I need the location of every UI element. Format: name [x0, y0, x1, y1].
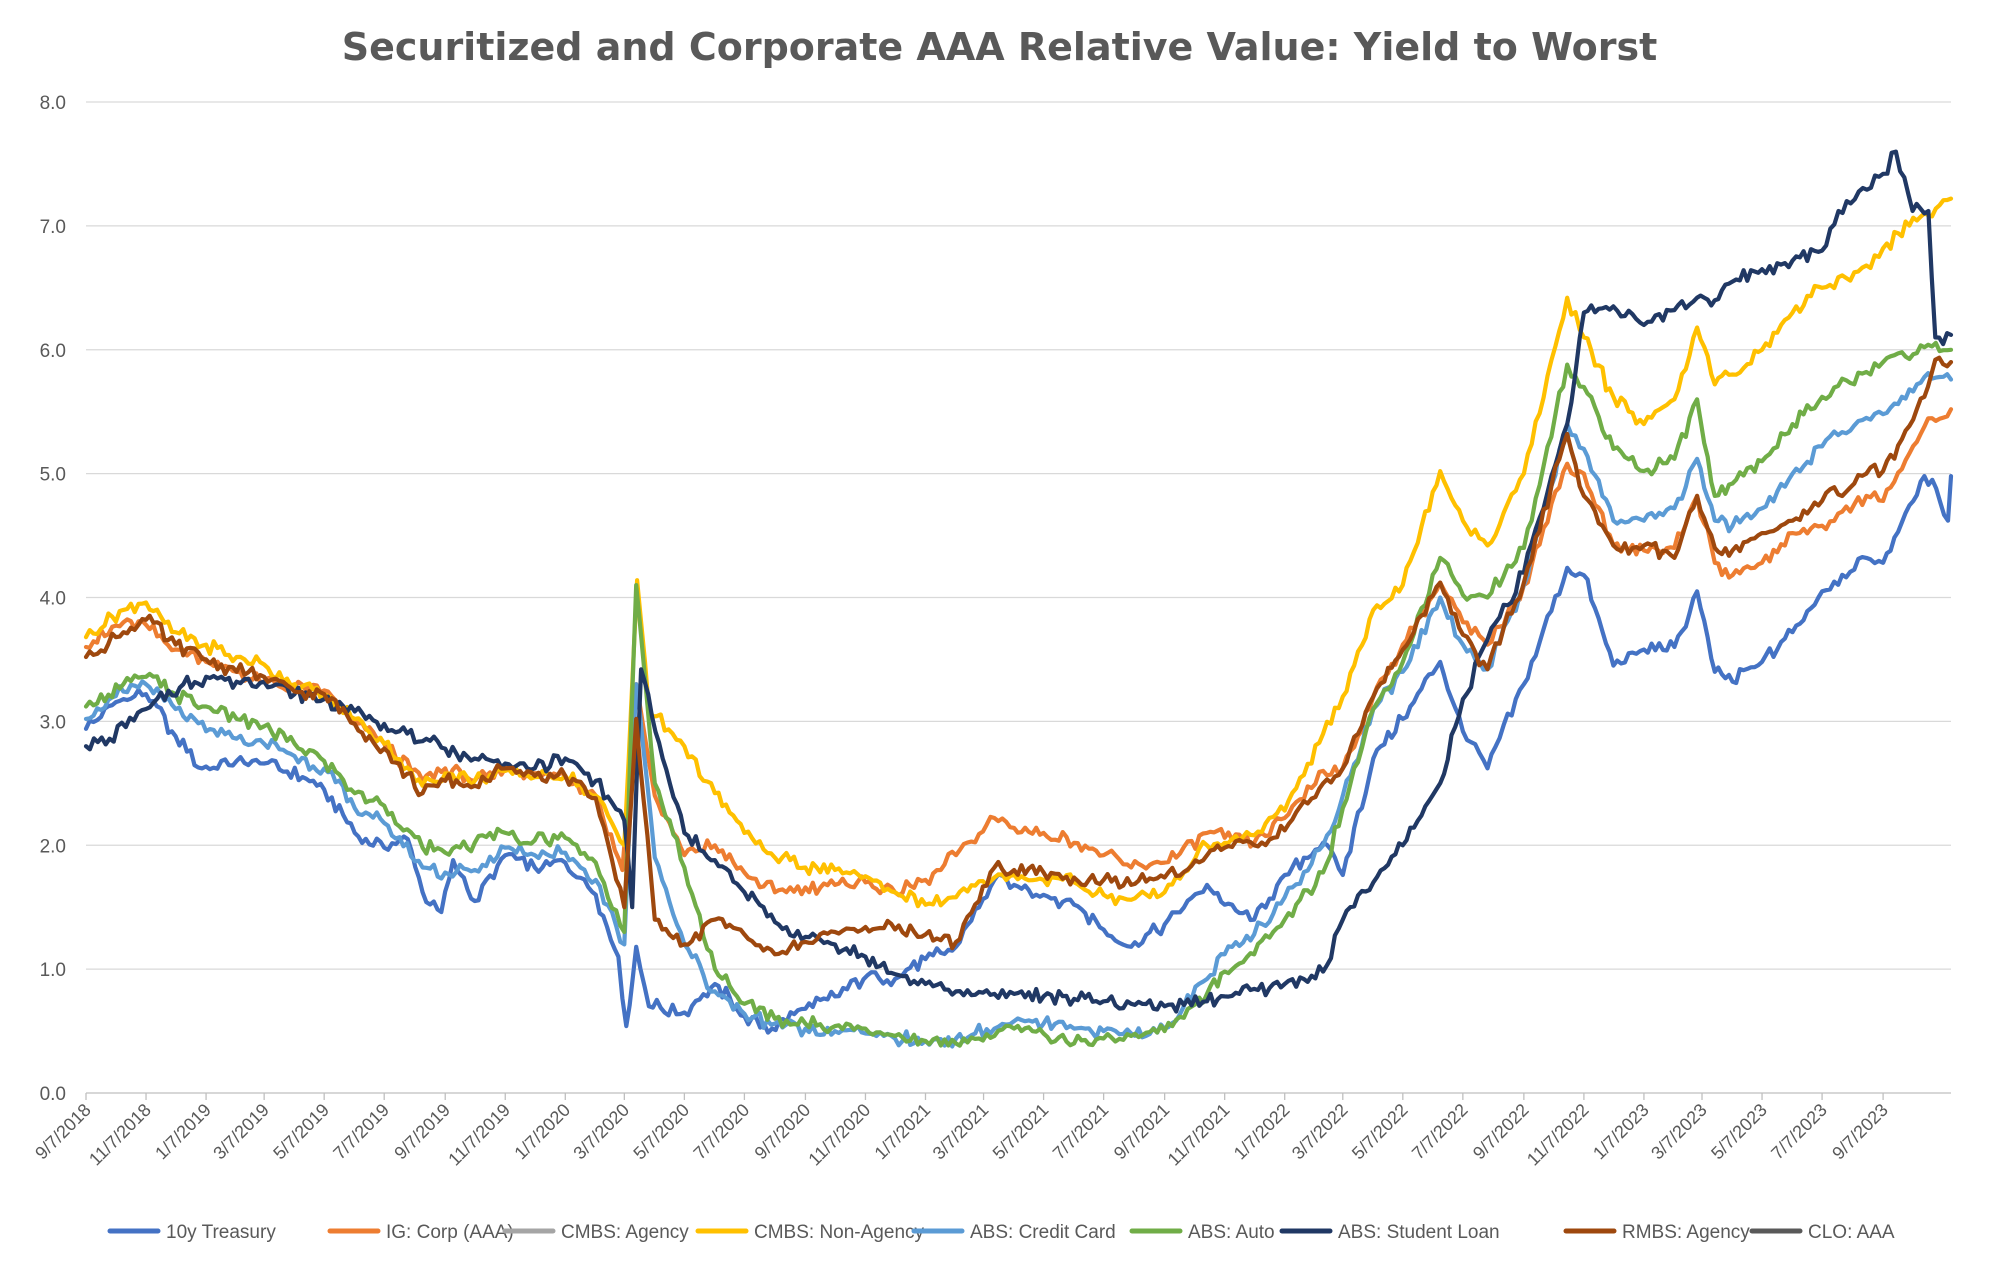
- y-tick-label: 1.0: [40, 960, 66, 981]
- x-tick-label: 1/7/2019: [151, 1100, 215, 1164]
- legend-label-abs-auto: ABS: Auto: [1188, 1222, 1275, 1243]
- x-axis: 9/7/201811/7/20181/7/20193/7/20195/7/201…: [31, 1092, 1951, 1170]
- y-tick-label: 7.0: [40, 217, 66, 238]
- x-tick-label: 11/7/2018: [85, 1100, 155, 1170]
- x-tick-label: 7/7/2020: [690, 1100, 754, 1164]
- y-tick-label: 3.0: [40, 712, 66, 733]
- legend-label-clo-aaa: CLO: AAA: [1808, 1222, 1895, 1243]
- y-tick-label: 2.0: [40, 836, 66, 857]
- x-tick-label: 1/7/2021: [871, 1100, 935, 1164]
- x-tick-label: 7/7/2022: [1408, 1100, 1472, 1164]
- legend-label-ig-corp-aaa: IG: Corp (AAA): [386, 1222, 514, 1243]
- series-line-abs-student-loan: [83, 149, 1954, 1014]
- series-line-rmbs-agency: [83, 355, 1954, 957]
- y-tick-label: 0.0: [40, 1084, 66, 1105]
- x-tick-label: 1/7/2022: [1230, 1100, 1294, 1164]
- series-line-ig-corp-aaa: [83, 407, 1954, 898]
- x-tick-label: 5/7/2020: [630, 1100, 694, 1164]
- legend-label-abs-credit-card: ABS: Credit Card: [970, 1222, 1116, 1243]
- x-tick-label: 5/7/2021: [989, 1100, 1053, 1164]
- y-tick-label: 4.0: [40, 589, 66, 610]
- y-tick-label: 8.0: [40, 93, 66, 114]
- x-tick-label: 5/7/2023: [1707, 1100, 1771, 1164]
- x-tick-label: 11/7/2022: [1523, 1100, 1593, 1170]
- legend-label-cmbs-non-agency: CMBS: Non-Agency: [754, 1222, 925, 1243]
- x-tick-label: 1/7/2020: [510, 1100, 574, 1164]
- y-axis: 0.0 1.0 2.0 3.0 4.0 5.0 6.0 7.0 8.0: [40, 93, 66, 1105]
- legend: 10y Treasury IG: Corp (AAA) CMBS: Agency CM…: [107, 1222, 1895, 1243]
- series-layer: [83, 149, 1954, 1049]
- x-tick-label: 3/7/2019: [209, 1100, 273, 1164]
- x-tick-label: 3/7/2022: [1288, 1100, 1352, 1164]
- series-line-abs-credit-card: [83, 371, 1954, 1049]
- x-tick-label: 3/7/2020: [569, 1100, 633, 1164]
- x-tick-label: 7/7/2023: [1767, 1100, 1831, 1164]
- x-tick-label: 5/7/2022: [1348, 1100, 1412, 1164]
- x-tick-label: 9/7/2023: [1828, 1100, 1892, 1164]
- x-tick-label: 3/7/2021: [929, 1100, 993, 1164]
- y-tick-label: 5.0: [40, 465, 66, 486]
- x-tick-label: 3/7/2023: [1647, 1100, 1711, 1164]
- legend-label-rmbs-agency: RMBS: Agency: [1622, 1222, 1750, 1243]
- y-tick-label: 6.0: [40, 341, 66, 362]
- x-tick-label: 11/7/2021: [1164, 1100, 1234, 1170]
- x-tick-label: 11/7/2019: [444, 1100, 514, 1170]
- chart-title: Securitized and Corporate AAA Relative V…: [342, 25, 1658, 69]
- series-line-10y-treasury: [83, 474, 1954, 1035]
- x-tick-label: 7/7/2021: [1049, 1100, 1113, 1164]
- series-line-cmbs-non-agency: [83, 196, 1954, 909]
- x-tick-label: 11/7/2020: [804, 1100, 874, 1170]
- series-line-abs-auto: [83, 340, 1954, 1048]
- x-tick-label: 5/7/2019: [269, 1100, 333, 1164]
- x-tick-label: 7/7/2019: [329, 1100, 393, 1164]
- legend-label-abs-student-loan: ABS: Student Loan: [1338, 1222, 1500, 1243]
- legend-label-cmbs-agency: CMBS: Agency: [561, 1222, 689, 1243]
- legend-label-10y-treasury: 10y Treasury: [166, 1222, 276, 1243]
- x-tick-label: 1/7/2023: [1589, 1100, 1653, 1164]
